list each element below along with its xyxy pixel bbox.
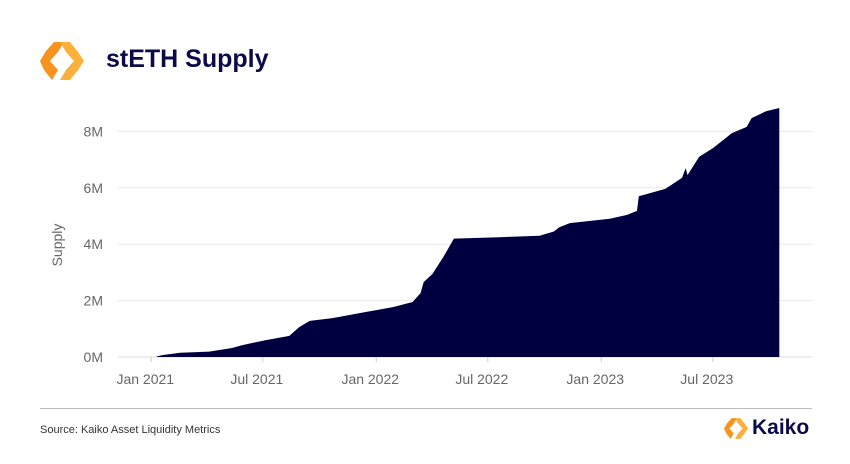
x-tick-label: Jan 2021	[116, 371, 174, 387]
x-tick-label: Jul 2023	[680, 371, 733, 387]
y-axis-label: Supply	[49, 224, 65, 267]
supply-chart: 0M 2M 4M 6M 8M Jan 2021 Jul 2021 Jan 2022 Jul 2…	[49, 108, 812, 387]
x-tick-label: Jul 2021	[230, 371, 283, 387]
y-tick-label: 6M	[84, 180, 103, 196]
x-tick-label: Jan 2022	[341, 371, 399, 387]
kaiko-wordmark: Kaiko	[752, 416, 810, 439]
y-tick-label: 8M	[84, 123, 103, 139]
kaiko-logo-icon	[40, 42, 84, 80]
page-title: stETH Supply	[106, 45, 269, 73]
kaiko-logo-icon	[724, 417, 748, 439]
supply-area	[156, 108, 780, 357]
footer-divider	[40, 408, 812, 409]
kaiko-brand: Kaiko	[724, 416, 809, 440]
y-tick-label: 2M	[84, 293, 103, 309]
y-tick-label: 0M	[84, 349, 103, 365]
x-tick-label: Jul 2022	[455, 371, 508, 387]
x-tick-label: Jan 2023	[566, 371, 624, 387]
y-tick-label: 4M	[84, 236, 103, 252]
source-note: Source: Kaiko Asset Liquidity Metrics	[40, 424, 221, 436]
